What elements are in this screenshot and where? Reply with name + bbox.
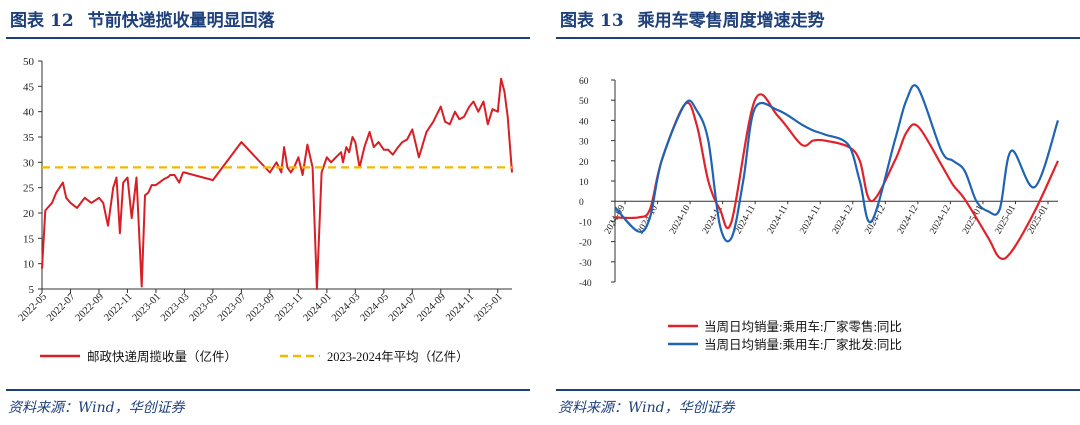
right-x-tick-label: 2024-11: [766, 203, 790, 235]
right-y-tick-label: 60: [579, 77, 589, 87]
right-figure-panel: 图表 13 乘用车零售周度增速走势 -40 -30 -20 -10 0 10 20 30 40 50 6…: [550, 0, 1080, 425]
left-x-tick-label: 2023-09: [244, 291, 277, 324]
right-source-note: 资料来源：Wind，华创证券: [558, 400, 735, 416]
left-x-tick-label: 2024-01: [301, 291, 334, 324]
right-footer-rule: [556, 389, 1080, 391]
left-figure-number: 12: [50, 11, 74, 31]
left-x-tick-label: 2024-11: [444, 291, 476, 323]
right-y-tick-label: 30: [579, 138, 589, 148]
right-y-tick-label: 0: [579, 198, 584, 208]
left-x-tick-label: 2022-05: [17, 291, 50, 324]
right-x-tick-label: 2025-01: [994, 203, 1019, 236]
left-figure-panel: 图表 12 节前快递揽收量明显回落 5 10 15 20 25 30 35 40 45 50 2022-…: [0, 0, 530, 425]
left-figure-title: 图表 12 节前快递揽收量明显回落: [10, 6, 275, 31]
right-y-tick-label: -10: [579, 218, 592, 228]
right-figure-title: 图表 13 乘用车零售周度增速走势: [560, 6, 825, 31]
left-y-tick-label: 20: [23, 208, 35, 220]
right-series-line-wholesale: [614, 84, 1060, 243]
left-y-tick-label: 45: [23, 81, 35, 93]
left-figure-heading: 节前快递揽收量明显回落: [87, 11, 275, 31]
left-x-tick-label: 2023-03: [159, 291, 192, 324]
right-y-tick-label: -20: [579, 239, 592, 249]
right-legend-label-wholesale: 当周日均销量:乘用车:厂家批发:同比: [704, 337, 902, 352]
left-x-tick-label: 2023-01: [131, 291, 164, 324]
left-x-tick-label: 2023-05: [188, 291, 221, 324]
right-y-tick-label: -40: [579, 279, 592, 289]
right-y-tick-label: 40: [579, 117, 589, 127]
left-series-line-express: [41, 77, 513, 290]
left-y-tick-label: 40: [23, 107, 35, 119]
left-figure-label: 图表: [10, 11, 44, 31]
left-y-tick-label: 30: [23, 157, 35, 169]
left-x-tick-label: 2022-09: [74, 291, 107, 324]
right-x-tick-label: 2024-12: [831, 203, 856, 236]
left-x-tick-label: 2022-07: [45, 291, 78, 324]
right-x-tick-label: 2024-12: [896, 203, 921, 236]
right-figure-label: 图表: [560, 11, 594, 31]
left-x-tick-label: 2024-03: [330, 291, 363, 324]
left-x-tick-label: 2025-01: [472, 291, 505, 324]
right-x-tick-label: 2024-11: [799, 203, 823, 235]
left-x-tick-label: 2024-05: [358, 291, 391, 324]
left-y-tick-label: 10: [23, 259, 35, 271]
right-y-tick-label: 10: [579, 178, 589, 188]
left-x-tick-label: 2023-11: [273, 291, 305, 323]
left-x-tick-label: 2024-07: [387, 291, 420, 324]
left-title-rule: [6, 37, 530, 39]
left-y-tick-label: 25: [23, 183, 35, 195]
right-x-tick-label: 2024-10: [668, 203, 693, 236]
left-y-tick-label: 50: [23, 56, 35, 68]
left-source-note: 资料来源：Wind，华创证券: [8, 400, 185, 416]
left-y-tick-label: 35: [23, 132, 35, 144]
left-x-tick-label: 2022-11: [102, 291, 134, 323]
left-y-tick-label: 5: [29, 284, 35, 296]
right-y-tick-label: -30: [579, 259, 592, 269]
right-x-tick-label: 2024-12: [928, 203, 953, 236]
left-x-tick-label: 2024-09: [415, 291, 448, 324]
left-y-tick-label: 15: [23, 233, 35, 245]
right-figure-heading: 乘用车零售周度增速走势: [637, 11, 825, 31]
right-figure-number: 13: [600, 11, 624, 31]
right-title-rule: [556, 37, 1080, 39]
right-y-tick-label: 20: [579, 158, 589, 168]
right-y-tick-label: 50: [579, 97, 589, 107]
left-x-tick-label: 2023-07: [216, 291, 249, 324]
right-legend-label-retail: 当周日均销量:乘用车:厂家零售:同比: [704, 319, 902, 334]
left-line-chart: 5 10 15 20 25 30 35 40 45 50 2022-052022-072022-09…: [17, 56, 513, 364]
left-footer-rule: [6, 389, 530, 391]
left-legend-label-express: 邮政快递周揽收量（亿件）: [87, 349, 237, 364]
right-series-line-retail: [614, 93, 1059, 261]
left-legend-label-average: 2023-2024年平均（亿件）: [327, 349, 469, 364]
